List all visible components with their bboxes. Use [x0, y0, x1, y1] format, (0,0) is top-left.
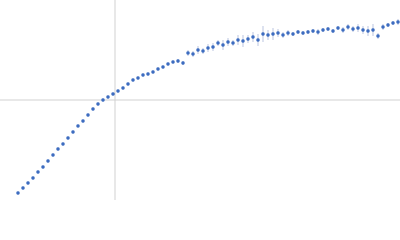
point [281, 33, 285, 37]
point [81, 119, 85, 123]
point [371, 28, 375, 32]
point [236, 38, 240, 42]
point [231, 41, 235, 45]
point [71, 130, 75, 134]
point [341, 28, 345, 32]
point [276, 31, 280, 35]
point [26, 181, 30, 185]
point [176, 59, 180, 63]
point [381, 25, 385, 29]
point [291, 32, 295, 36]
point [121, 86, 125, 90]
point [351, 27, 355, 31]
point [216, 41, 220, 45]
point [51, 153, 55, 157]
point [321, 28, 325, 32]
point [241, 39, 245, 43]
point [346, 25, 350, 29]
point [396, 20, 400, 24]
point [106, 95, 110, 99]
point [326, 27, 330, 31]
point [301, 31, 305, 35]
point [76, 124, 80, 128]
point [306, 30, 310, 34]
point [41, 165, 45, 169]
point [376, 34, 380, 38]
point [196, 48, 200, 52]
point [356, 26, 360, 30]
point [116, 89, 120, 93]
point [256, 38, 260, 42]
point [261, 32, 265, 36]
point [171, 60, 175, 64]
point [66, 136, 70, 140]
point [141, 73, 145, 77]
point [331, 29, 335, 33]
chart [0, 0, 400, 200]
point [126, 82, 130, 86]
point [296, 30, 300, 34]
point [246, 37, 250, 41]
point [21, 186, 25, 190]
point [211, 45, 215, 49]
point [336, 26, 340, 30]
point [36, 170, 40, 174]
point [206, 46, 210, 50]
point [386, 23, 390, 27]
point [226, 40, 230, 44]
point [96, 102, 100, 106]
point [101, 98, 105, 102]
point [161, 65, 165, 69]
point [251, 35, 255, 39]
point [266, 33, 270, 37]
point [131, 78, 135, 82]
point [391, 21, 395, 25]
point [271, 32, 275, 36]
point [61, 142, 65, 146]
point [311, 29, 315, 33]
point [31, 176, 35, 180]
point [151, 70, 155, 74]
point [146, 72, 150, 76]
point [86, 113, 90, 117]
point [91, 107, 95, 111]
point [136, 76, 140, 80]
point [186, 51, 190, 55]
point [316, 30, 320, 34]
point [201, 49, 205, 53]
point [191, 52, 195, 56]
point [221, 43, 225, 47]
point [156, 67, 160, 71]
point [286, 31, 290, 35]
point [46, 159, 50, 163]
point [366, 29, 370, 33]
point [111, 92, 115, 96]
point [181, 61, 185, 65]
point [166, 62, 170, 66]
point [361, 28, 365, 32]
point [16, 191, 20, 195]
point [56, 147, 60, 151]
